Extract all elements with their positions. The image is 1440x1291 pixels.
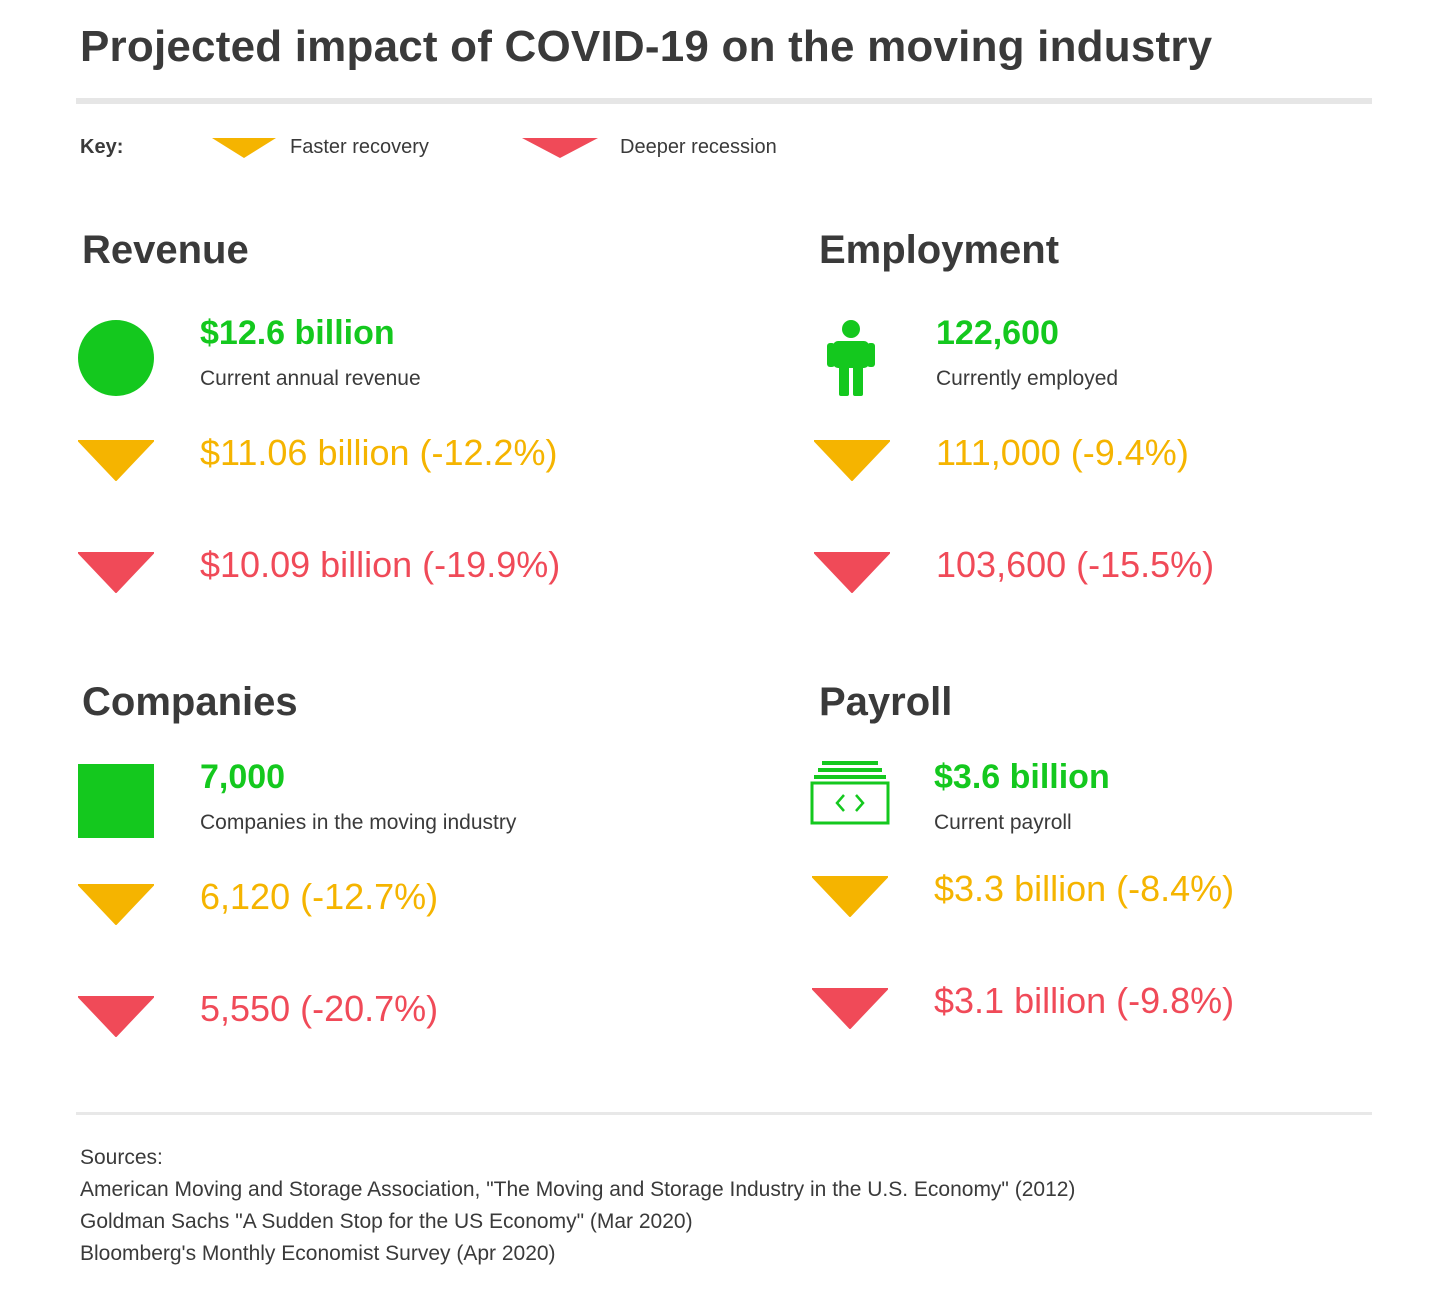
companies-deeper-value: 5,550 (-20.7%) [200, 988, 439, 1029]
employment-faster-value: 111,000 (-9.4%) [936, 432, 1189, 473]
key-deeper-label: Deeper recession [620, 136, 777, 158]
revenue-faster-value: $11.06 billion (-12.2%) [200, 432, 558, 473]
companies-current-value: 7,000 [200, 758, 286, 796]
faster-recovery-triangle-icon [78, 440, 154, 481]
employment-current-value: 122,600 [936, 314, 1059, 352]
employment-current-label: Currently employed [936, 367, 1119, 390]
square-icon [78, 764, 154, 838]
faster-recovery-triangle-icon [812, 876, 888, 917]
faster-recovery-triangle-icon [814, 440, 890, 481]
footer-divider [76, 1112, 1372, 1115]
faster-recovery-triangle-icon [78, 884, 154, 925]
source-item: Bloomberg's Monthly Economist Survey (Ap… [80, 1242, 556, 1265]
revenue-current-value: $12.6 billion [200, 314, 395, 352]
payroll-deeper-value: $3.1 billion (-9.8%) [934, 980, 1235, 1021]
revenue-deeper-value: $10.09 billion (-19.9%) [200, 544, 561, 585]
deeper-recession-triangle-icon [522, 138, 598, 158]
deeper-recession-triangle-icon [812, 988, 888, 1029]
sources-label: Sources: [80, 1146, 163, 1169]
circle-icon [78, 320, 154, 396]
key-faster-label: Faster recovery [290, 136, 429, 158]
person-icon [827, 320, 875, 396]
title-divider [76, 98, 1372, 104]
payroll-heading: Payroll [819, 680, 953, 724]
payroll-current-value: $3.6 billion [934, 758, 1110, 796]
deeper-recession-triangle-icon [78, 552, 154, 593]
deeper-recession-triangle-icon [78, 996, 154, 1037]
employment-deeper-value: 103,600 (-15.5%) [936, 544, 1215, 585]
deeper-recession-triangle-icon [814, 552, 890, 593]
faster-recovery-triangle-icon [212, 138, 276, 158]
page-title: Projected impact of COVID-19 on the movi… [80, 22, 1213, 71]
payroll-faster-value: $3.3 billion (-8.4%) [934, 868, 1235, 909]
companies-heading: Companies [82, 680, 298, 724]
key-label: Key: [80, 136, 124, 158]
cash-stack-icon [810, 761, 890, 825]
revenue-heading: Revenue [82, 228, 249, 272]
companies-faster-value: 6,120 (-12.7%) [200, 876, 439, 917]
employment-heading: Employment [819, 228, 1060, 272]
payroll-current-label: Current payroll [934, 811, 1072, 834]
companies-current-label: Companies in the moving industry [200, 811, 517, 834]
source-item: Goldman Sachs "A Sudden Stop for the US … [80, 1210, 693, 1233]
revenue-current-label: Current annual revenue [200, 367, 421, 390]
sources-block: Sources: American Moving and Storage Ass… [80, 1142, 1075, 1270]
source-item: American Moving and Storage Association,… [80, 1178, 1076, 1201]
